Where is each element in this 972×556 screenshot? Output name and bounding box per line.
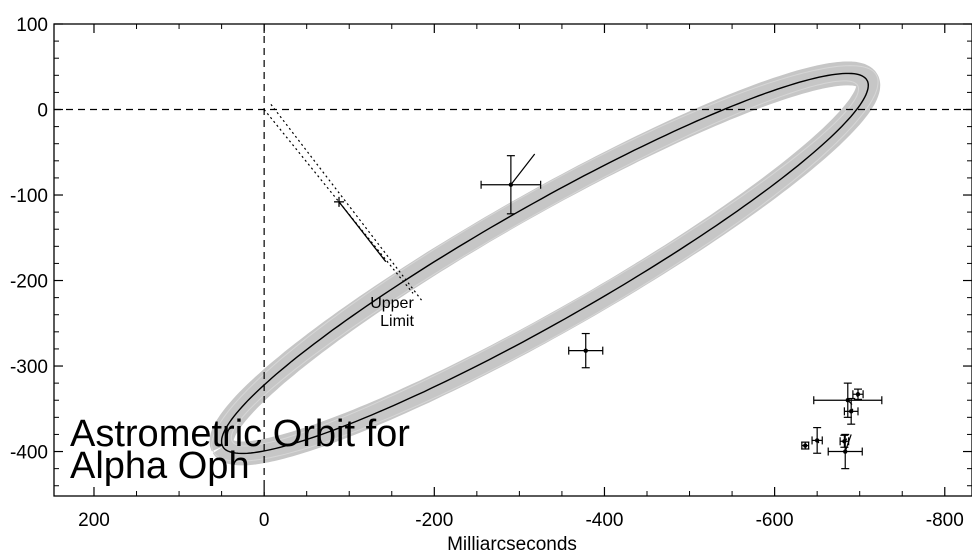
data-point-marker bbox=[842, 439, 847, 444]
residual-line bbox=[844, 434, 852, 452]
reference-lines bbox=[54, 24, 972, 496]
upper-limit-dotted-line-2 bbox=[270, 104, 423, 301]
data-point bbox=[813, 382, 883, 418]
data-points bbox=[480, 153, 883, 470]
x-tick-label: 200 bbox=[78, 510, 110, 531]
chart-title: Astrometric Orbit for bbox=[70, 413, 410, 455]
data-point-marker bbox=[814, 438, 820, 443]
upper-limit-solid-segment bbox=[338, 201, 387, 263]
orbit-band-inner-edge bbox=[230, 80, 859, 447]
data-point-marker bbox=[843, 449, 848, 454]
x-tick-label: 0 bbox=[259, 510, 270, 531]
data-point bbox=[801, 441, 810, 450]
residual-line bbox=[510, 153, 536, 186]
data-point-marker bbox=[583, 348, 588, 353]
upper-limit-label-line2: Limit bbox=[380, 313, 414, 330]
upper-limit-marker bbox=[263, 104, 423, 301]
data-point bbox=[827, 433, 863, 470]
x-tick-label: -600 bbox=[756, 510, 794, 531]
data-point bbox=[852, 388, 864, 400]
data-point-marker bbox=[845, 398, 850, 403]
axis-ticks: 200 0 -200 -400 -600 -800 100 0 -100 -200 -300 -400 bbox=[10, 15, 972, 531]
data-point bbox=[843, 397, 859, 425]
upper-limit-label-line1: Upper bbox=[370, 295, 414, 312]
y-tick-label: 100 bbox=[16, 15, 48, 36]
data-point-marker bbox=[508, 182, 514, 187]
orbit-best-fit-line bbox=[220, 72, 870, 455]
orbit-curve bbox=[220, 72, 870, 455]
y-tick-label: 0 bbox=[37, 101, 48, 122]
orbit-band bbox=[209, 61, 881, 466]
y-tick-label: -400 bbox=[10, 443, 48, 464]
orbit-band-outer-edge bbox=[211, 65, 879, 462]
plot-frame bbox=[53, 23, 972, 497]
x-tick-label: -400 bbox=[585, 510, 623, 531]
data-point-marker bbox=[848, 409, 854, 414]
data-point bbox=[480, 153, 542, 215]
x-axis-title: Milliarcseconds bbox=[447, 534, 577, 555]
data-point-marker bbox=[855, 392, 861, 397]
x-tick-label: -800 bbox=[926, 510, 964, 531]
data-point-marker bbox=[803, 443, 808, 448]
data-point bbox=[811, 426, 823, 454]
data-point bbox=[568, 332, 604, 369]
x-tick-label: -200 bbox=[415, 510, 453, 531]
orbit-band-fill bbox=[209, 61, 881, 466]
y-tick-label: -100 bbox=[10, 186, 48, 207]
y-tick-label: -200 bbox=[10, 272, 48, 293]
y-tick-label: -300 bbox=[10, 357, 48, 378]
chart-subtitle: Alpha Oph bbox=[70, 445, 250, 487]
